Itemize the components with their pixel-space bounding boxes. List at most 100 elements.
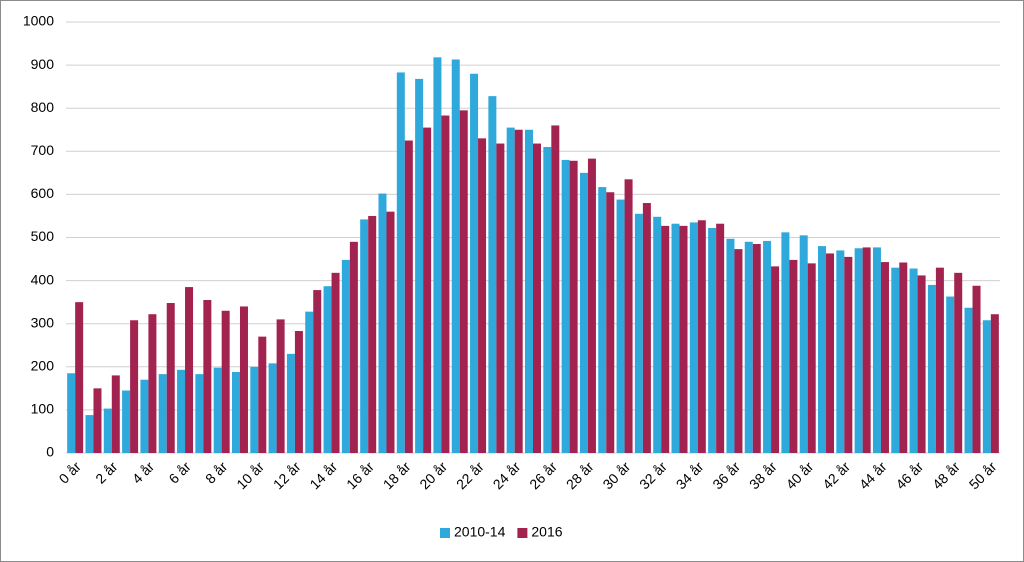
bar bbox=[231, 371, 240, 453]
bar bbox=[799, 235, 808, 453]
bar bbox=[396, 72, 405, 453]
bar bbox=[818, 246, 827, 453]
bar bbox=[130, 320, 139, 453]
bar bbox=[964, 307, 973, 453]
bar bbox=[899, 262, 908, 453]
bar bbox=[433, 57, 442, 453]
bar bbox=[140, 379, 149, 453]
bar bbox=[982, 320, 991, 453]
bar bbox=[716, 223, 725, 453]
bar bbox=[836, 250, 845, 453]
y-tick-label: 800 bbox=[31, 99, 55, 115]
y-tick-label: 200 bbox=[31, 358, 55, 374]
bar bbox=[844, 256, 853, 453]
bar bbox=[451, 59, 460, 453]
bar bbox=[946, 296, 955, 453]
bar bbox=[111, 375, 120, 453]
bar bbox=[781, 232, 790, 453]
bar bbox=[862, 247, 871, 453]
bar bbox=[268, 363, 277, 453]
y-tick-label: 400 bbox=[31, 271, 55, 287]
bar bbox=[341, 259, 350, 453]
bar bbox=[470, 73, 479, 453]
bar bbox=[349, 241, 358, 453]
bar bbox=[514, 129, 523, 453]
bar bbox=[872, 247, 881, 453]
legend-label: 2016 bbox=[531, 524, 562, 540]
bar bbox=[488, 96, 497, 453]
bar bbox=[543, 146, 552, 454]
bar bbox=[185, 287, 194, 453]
bar bbox=[386, 211, 395, 453]
bar bbox=[166, 303, 175, 453]
bar bbox=[148, 314, 157, 453]
bar bbox=[606, 192, 615, 453]
legend-label: 2010-14 bbox=[454, 524, 506, 540]
bar bbox=[286, 353, 295, 453]
y-tick-label: 100 bbox=[31, 401, 55, 417]
bar bbox=[726, 238, 735, 453]
bar bbox=[203, 299, 212, 453]
bar bbox=[734, 249, 743, 453]
bar bbox=[294, 331, 303, 453]
bar bbox=[891, 267, 900, 453]
bar bbox=[697, 220, 706, 453]
bar bbox=[195, 374, 204, 453]
bar bbox=[990, 314, 999, 453]
bar bbox=[506, 127, 515, 453]
bar bbox=[496, 143, 505, 454]
bar bbox=[763, 240, 772, 453]
bar bbox=[67, 373, 76, 453]
bar bbox=[689, 222, 698, 453]
bar bbox=[569, 160, 578, 454]
bar bbox=[807, 263, 816, 453]
bar bbox=[331, 272, 340, 453]
bar bbox=[679, 225, 688, 453]
bar bbox=[561, 159, 570, 454]
bar bbox=[642, 203, 651, 453]
bar bbox=[671, 223, 680, 453]
bar bbox=[103, 408, 112, 453]
bar bbox=[85, 415, 94, 453]
bar bbox=[744, 241, 753, 453]
bar bbox=[305, 311, 314, 453]
bar bbox=[404, 140, 413, 453]
bar bbox=[661, 225, 670, 453]
legend-swatch bbox=[440, 528, 450, 538]
bar bbox=[789, 259, 798, 453]
y-tick-label: 900 bbox=[31, 56, 55, 72]
y-tick-label: 500 bbox=[31, 228, 55, 244]
bar bbox=[75, 302, 84, 453]
bar bbox=[478, 138, 487, 453]
y-tick-label: 700 bbox=[31, 142, 55, 158]
bar bbox=[752, 243, 761, 453]
bar bbox=[441, 115, 450, 453]
bar bbox=[93, 388, 102, 453]
bar bbox=[158, 374, 167, 453]
y-tick-label: 0 bbox=[46, 444, 54, 460]
bar bbox=[909, 268, 918, 453]
bar bbox=[634, 213, 643, 453]
bar bbox=[250, 366, 259, 453]
bar bbox=[221, 310, 230, 453]
bar bbox=[459, 110, 468, 453]
bar bbox=[826, 253, 835, 453]
bar bbox=[313, 290, 322, 453]
bar bbox=[854, 248, 863, 453]
bar bbox=[423, 127, 432, 453]
y-tick-label: 1000 bbox=[23, 13, 54, 29]
bar bbox=[525, 129, 533, 453]
y-tick-label: 300 bbox=[31, 314, 55, 330]
bar bbox=[579, 172, 588, 453]
bar bbox=[653, 216, 662, 453]
bar bbox=[935, 267, 944, 453]
bar bbox=[954, 272, 963, 453]
bar bbox=[213, 367, 222, 453]
bar bbox=[533, 143, 541, 454]
bar bbox=[177, 369, 186, 453]
bar bbox=[880, 262, 889, 453]
bar bbox=[598, 187, 607, 453]
bar bbox=[258, 336, 267, 453]
bar bbox=[276, 319, 285, 453]
